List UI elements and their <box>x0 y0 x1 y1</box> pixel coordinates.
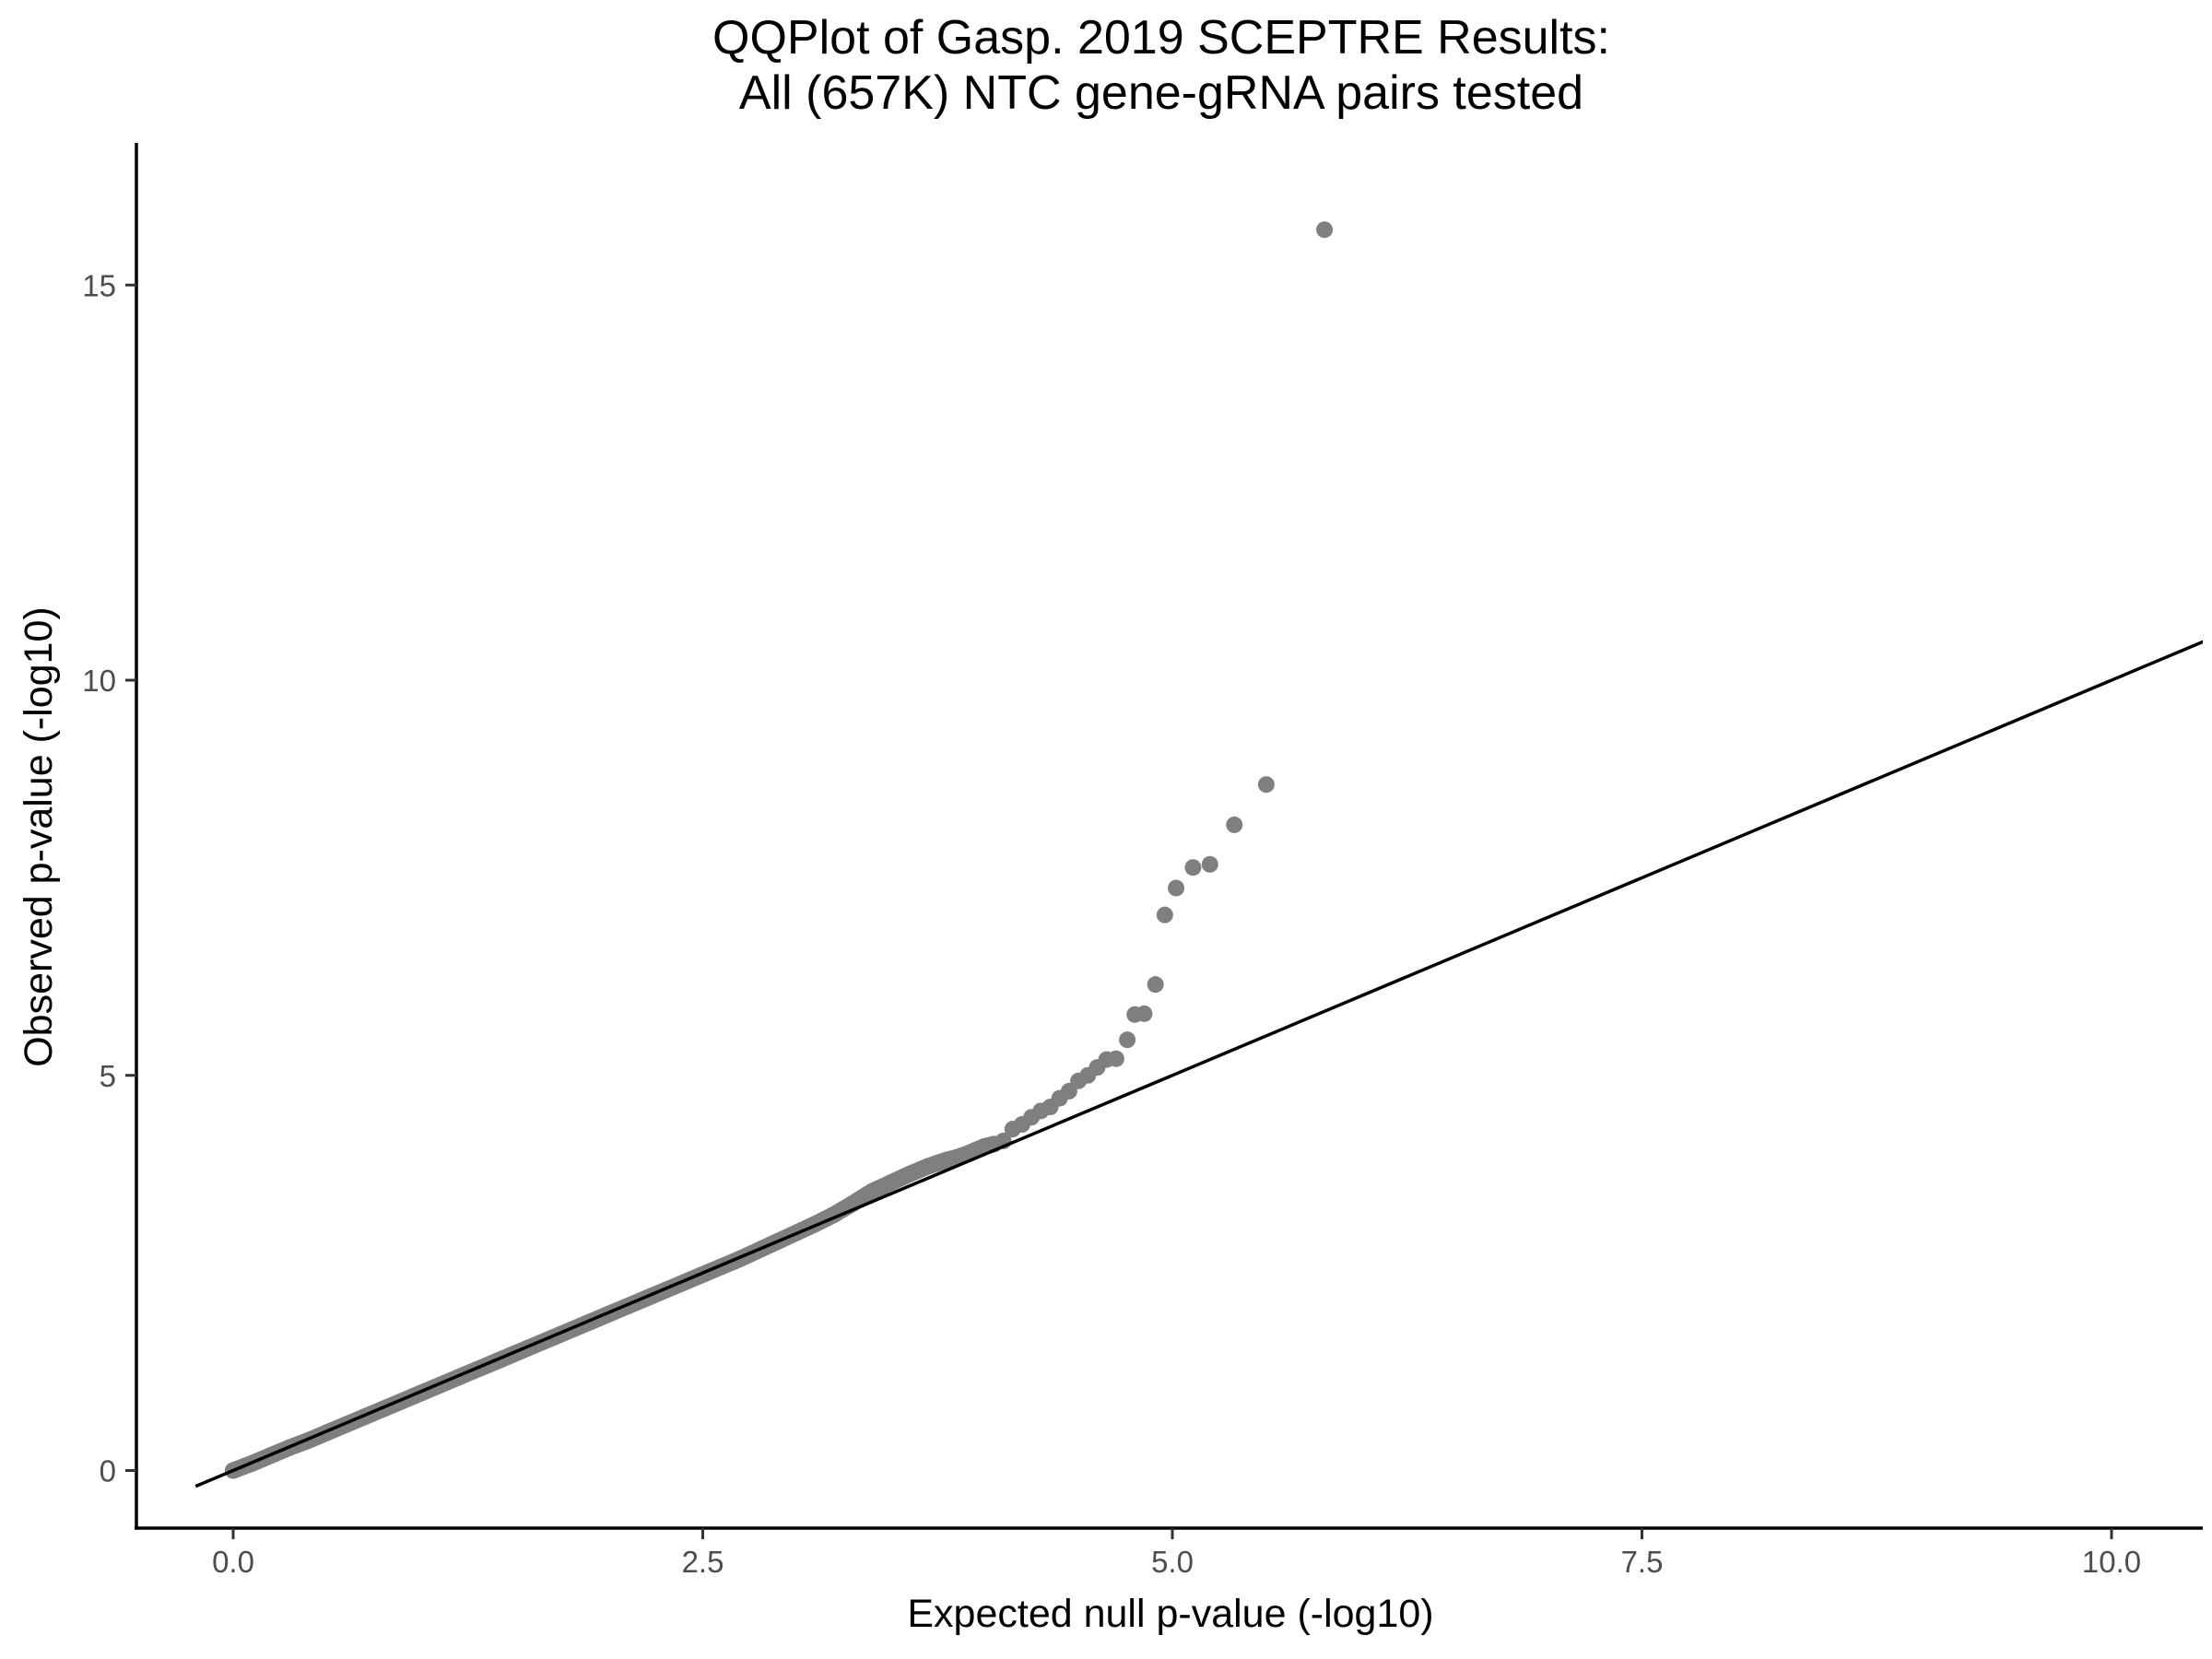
reference-line-y-equals-x <box>194 640 2203 1488</box>
data-point <box>900 1165 918 1182</box>
x-tick-label: 5.0 <box>1151 1545 1194 1579</box>
data-point <box>1226 816 1243 833</box>
data-point <box>1107 1050 1124 1067</box>
y-axis-ticks: 0 5 10 15 <box>82 268 136 1488</box>
y-tick-label: 10 <box>82 664 116 698</box>
data-point <box>1184 859 1202 877</box>
reference-line-group <box>194 640 2203 1488</box>
chart-title-line-1: QQPlot of Gasp. 2019 SCEPTRE Results: <box>712 11 1610 65</box>
data-point <box>1316 221 1334 239</box>
data-point <box>1147 976 1164 994</box>
y-tick-label: 15 <box>82 268 116 302</box>
data-point <box>882 1174 900 1192</box>
x-tick-label: 2.5 <box>682 1545 724 1579</box>
y-tick-label: 5 <box>100 1059 116 1093</box>
data-point <box>1135 1005 1153 1022</box>
y-tick-label: 0 <box>100 1454 116 1488</box>
x-tick-label: 7.5 <box>1621 1545 1664 1579</box>
data-point <box>1119 1031 1136 1049</box>
y-axis-title: Observed p-value (-log10) <box>17 606 61 1067</box>
chart-title: QQPlot of Gasp. 2019 SCEPTRE Results: Al… <box>712 11 1610 120</box>
chart-title-line-2: All (657K) NTC gene-gRNA pairs tested <box>739 66 1583 120</box>
data-point <box>1156 906 1173 924</box>
x-axis-ticks: 0.0 2.5 5.0 7.5 10.0 <box>212 1528 2141 1579</box>
data-point <box>1257 776 1275 794</box>
data-point <box>1168 879 1185 897</box>
x-tick-label: 10.0 <box>2082 1545 2141 1579</box>
x-axis-title: Expected null p-value (-log10) <box>907 1592 1433 1636</box>
data-points <box>225 221 1334 1479</box>
x-tick-label: 0.0 <box>212 1545 254 1579</box>
data-point <box>863 1182 880 1200</box>
data-point <box>1201 855 1218 873</box>
